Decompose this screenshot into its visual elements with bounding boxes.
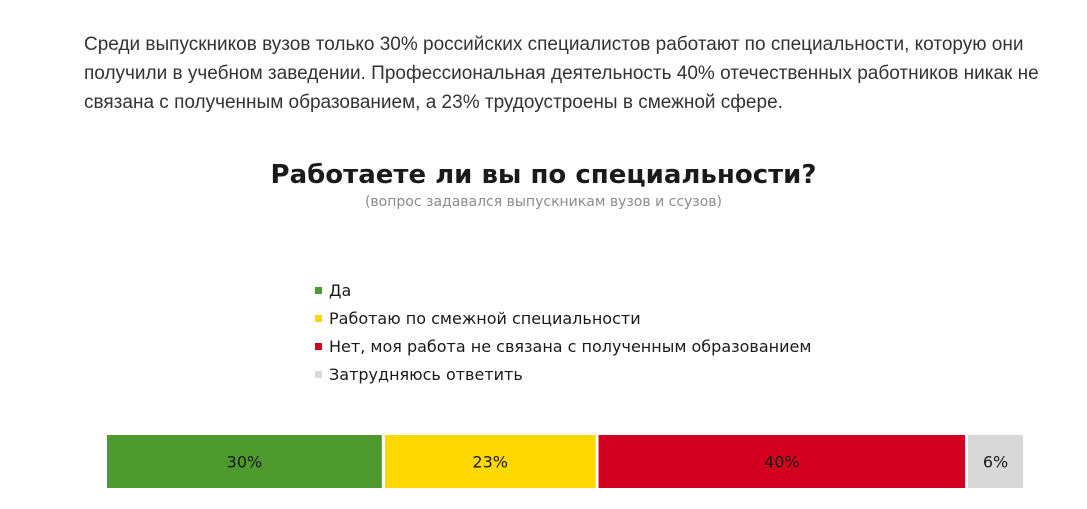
legend-label-no: Нет, моя работа не связана с полученным … <box>329 336 812 356</box>
legend-label-yes: Да <box>329 280 352 300</box>
bar-label-no: 40% <box>764 453 800 472</box>
bar-label-yes: 30% <box>227 453 263 472</box>
bar-segment-unsure <box>968 435 1023 488</box>
chart-legend: Да Работаю по смежной специальности Нет,… <box>315 276 811 388</box>
bar-label-unsure: 6% <box>983 453 1008 472</box>
legend-label-unsure: Затрудняюсь ответить <box>329 364 523 384</box>
legend-item-no: Нет, моя работа не связана с полученным … <box>315 332 811 360</box>
bar-segment-no <box>598 435 966 488</box>
legend-label-related: Работаю по смежной специальности <box>329 308 641 328</box>
legend-item-unsure: Затрудняюсь ответить <box>315 360 811 388</box>
legend-swatch-no <box>315 342 322 350</box>
chart-subtitle: (вопрос задавался выпускникам вузов и сс… <box>364 194 723 210</box>
chart-title: Работаете ли вы по специальности? <box>270 160 817 190</box>
legend-swatch-yes <box>315 286 322 294</box>
legend-item-related: Работаю по смежной специальности <box>315 304 811 332</box>
legend-swatch-related <box>315 314 322 322</box>
bar-segment-related <box>384 435 596 488</box>
bar-label-related: 23% <box>472 453 508 472</box>
legend-swatch-unsure <box>315 370 322 378</box>
legend-item-yes: Да <box>315 276 811 304</box>
bar-segment-yes <box>107 435 382 488</box>
intro-paragraph: Среди выпускников вузов только 30% росси… <box>84 34 1039 113</box>
